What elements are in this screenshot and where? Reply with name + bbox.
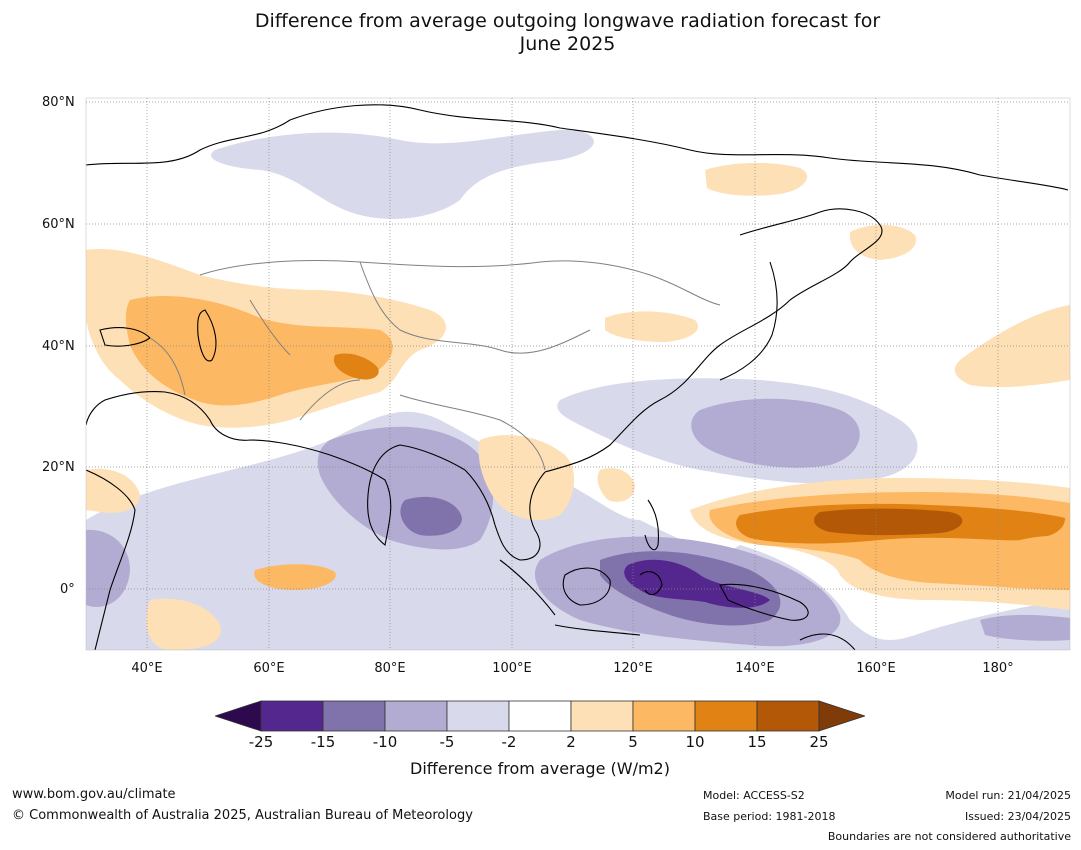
colorbar-bin-2 <box>322 700 386 732</box>
country-borders <box>149 260 721 471</box>
coastline-arabia <box>86 391 331 456</box>
light-orange-area-australia-west <box>146 598 221 650</box>
darkest-orange-area-pacific-band <box>814 508 963 536</box>
map-title-line-1: Difference from average outgoing longwav… <box>254 10 881 32</box>
mid-purple-area-west-pacific <box>691 398 860 468</box>
coastline-sumatra <box>499 559 556 616</box>
coastline-caspian <box>197 309 217 362</box>
coastline-australia <box>799 633 856 650</box>
colorbar-bin-7 <box>632 700 696 732</box>
colorbar-tick-label: -15 <box>310 733 336 751</box>
coastline-borneo <box>562 567 611 606</box>
copyright-notice: © Commonwealth of Australia 2025, Austra… <box>12 808 473 823</box>
colorbar-title: Difference from average (W/m2) <box>410 759 670 778</box>
lon-label-80e: 80°E <box>374 661 406 676</box>
coastline-japan <box>719 261 778 381</box>
lon-label-100e: 100°E <box>492 661 532 676</box>
light-orange-area-mongolia <box>605 311 699 342</box>
coastline-indochina <box>464 469 546 561</box>
light-purple-area-siberia <box>211 129 594 220</box>
colorbar-tick-label: 2 <box>566 733 576 751</box>
coastline-new-guinea <box>719 583 809 621</box>
dark-purple-area-bay-of-bengal <box>400 496 462 536</box>
map-frame <box>86 98 1070 650</box>
lat-label-20n: 20°N <box>42 460 75 475</box>
colorbar-tick-label: 15 <box>747 733 767 751</box>
colorbar-bin-9 <box>756 700 820 732</box>
negative-anomaly-areas <box>86 129 1070 650</box>
lat-label-40n: 40°N <box>42 339 75 354</box>
mid-orange-area-south-indian-ocean <box>254 564 336 590</box>
anomaly-map <box>85 97 1071 651</box>
colorbar-tick-label: -25 <box>248 733 274 751</box>
colorbar-bin-1 <box>260 700 324 732</box>
coastline-java <box>554 624 641 636</box>
coastline-india <box>329 444 466 546</box>
lat-label-equator: 0° <box>60 582 75 597</box>
model-run-date: Model run: 21/04/2025 <box>945 789 1071 802</box>
coastline-philippines <box>644 499 659 551</box>
coastline-east-africa <box>86 469 136 650</box>
mid-purple-area-south-pacific <box>980 614 1070 641</box>
colorbar <box>215 700 865 732</box>
colorbar-bin-5 <box>508 700 572 732</box>
lat-label-60n: 60°N <box>42 217 75 232</box>
base-period: Base period: 1981-2018 <box>703 810 836 823</box>
light-orange-area-arabia <box>86 468 140 513</box>
colorbar-bin-3 <box>384 700 448 732</box>
colorbar-tick-label: 5 <box>628 733 638 751</box>
colorbar-tick-label: 25 <box>809 733 829 751</box>
dark-orange-area-tibet <box>333 353 379 380</box>
mid-orange-area-central-asia <box>125 296 393 406</box>
light-orange-area-south-china <box>597 468 635 502</box>
model-name: Model: ACCESS-S2 <box>703 789 805 802</box>
map-title: Difference from average outgoing longwav… <box>60 10 1075 56</box>
positive-anomaly-areas <box>86 162 1070 650</box>
colorbar-extend-above <box>818 700 865 732</box>
coastline-east-asia <box>544 299 791 473</box>
deepest-purple-area-maritime-continent <box>624 559 770 608</box>
map-title-line-2: June 2025 <box>519 33 616 55</box>
colorbar-tick-label: -10 <box>372 733 398 751</box>
lon-label-140e: 140°E <box>735 661 775 676</box>
boundaries-disclaimer: Boundaries are not considered authoritat… <box>827 830 1071 843</box>
light-orange-area-indochina <box>478 435 575 521</box>
colorbar-tick-label: -5 <box>439 733 455 751</box>
lon-label-60e: 60°E <box>253 661 285 676</box>
light-orange-area-japan <box>849 224 916 260</box>
light-orange-area-north-pacific <box>954 305 1070 388</box>
mid-orange-area-east-pacific <box>1014 535 1070 583</box>
coastline-okhotsk <box>739 208 883 301</box>
lon-label-40e: 40°E <box>131 661 163 676</box>
colorbar-bin-4 <box>446 700 510 732</box>
lon-label-160e: 160°E <box>856 661 896 676</box>
website-link[interactable]: www.bom.gov.au/climate <box>12 787 176 802</box>
colorbar-bin-6 <box>570 700 634 732</box>
graticule <box>86 98 1070 650</box>
issued-date: Issued: 23/04/2025 <box>964 810 1071 823</box>
colorbar-extend-below <box>215 700 262 732</box>
light-orange-area-east-siberia <box>705 162 808 196</box>
coastlines <box>86 104 1069 650</box>
mid-purple-area-west-indian-ocean <box>86 529 130 607</box>
map-border <box>85 97 1071 651</box>
coastline-sulawesi <box>639 571 663 596</box>
coastline-arctic <box>86 104 1069 191</box>
lat-label-80n: 80°N <box>42 95 75 110</box>
lon-label-180: 180° <box>982 661 1014 676</box>
lon-label-120e: 120°E <box>613 661 653 676</box>
coastline-black-sea <box>99 327 151 347</box>
colorbar-tick-label: -2 <box>501 733 517 751</box>
colorbar-tick-label: 10 <box>685 733 705 751</box>
colorbar-bin-8 <box>694 700 758 732</box>
